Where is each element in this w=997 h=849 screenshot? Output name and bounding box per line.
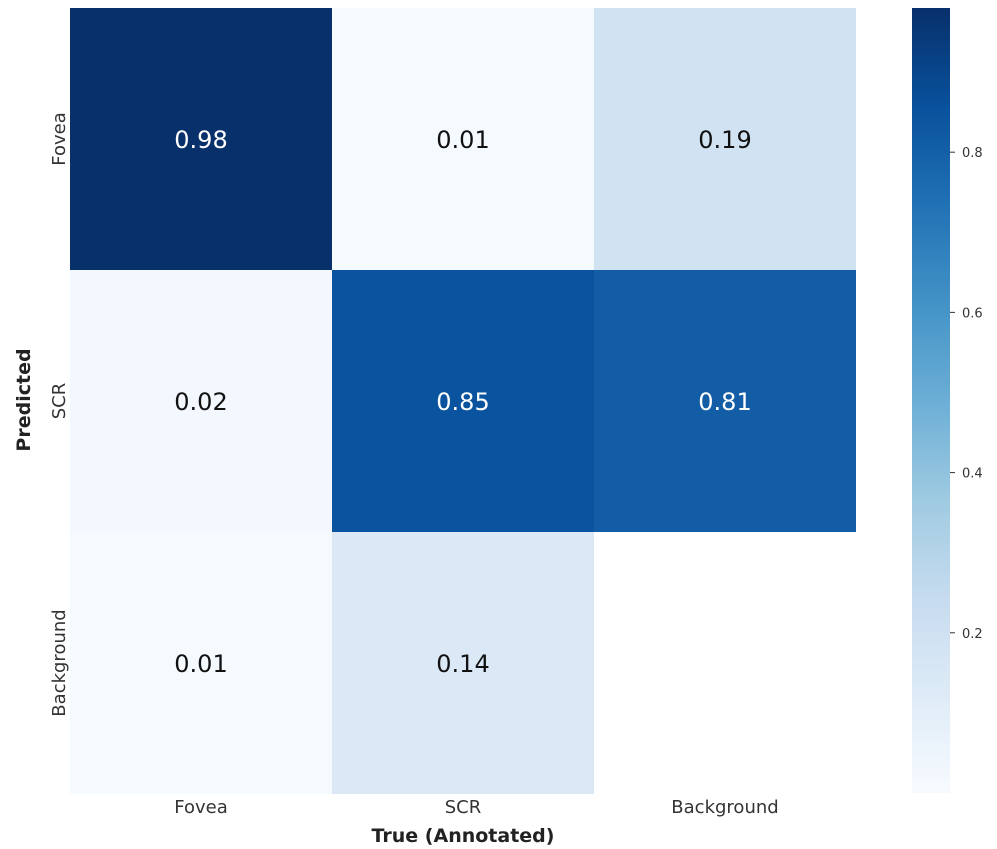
colorbar-tick-label: 0.6 (962, 306, 983, 321)
heatmap-cell (332, 532, 594, 794)
colorbar-tick-label: 0.4 (962, 467, 983, 482)
heatmap-cell-labels: 0.98 0.01 0.19 0.02 0.85 0.81 0.01 0.14 (174, 126, 751, 678)
heatmap-cell (70, 532, 332, 794)
y-axis-title: Predicted (13, 348, 35, 451)
x-tick-labels: Fovea SCR Background (174, 797, 778, 818)
heatmap-cell (332, 270, 594, 532)
x-tick-label: SCR (445, 797, 482, 818)
heatmap-cell (332, 8, 594, 270)
cell-value-label: 0.02 (174, 388, 227, 416)
colorbar-ticks: 0.2 0.4 0.6 0.8 (950, 146, 983, 642)
colorbar-tick-label: 0.8 (962, 146, 983, 161)
heatmap-cell (70, 270, 332, 532)
cell-value-label: 0.01 (436, 126, 489, 154)
cell-value-label: 0.98 (174, 126, 227, 154)
y-tick-labels: Fovea SCR Background (49, 112, 70, 716)
heatmap-cell (70, 8, 332, 270)
cell-value-label: 0.19 (698, 126, 751, 154)
colorbar-tick-label: 0.2 (962, 627, 983, 642)
colorbar (912, 8, 950, 793)
y-tick-label: Background (49, 609, 70, 716)
heatmap-cells (70, 8, 856, 794)
cell-value-label: 0.14 (436, 650, 489, 678)
y-tick-label: Fovea (49, 112, 70, 165)
heatmap-cell (594, 8, 856, 270)
y-tick-label: SCR (49, 383, 70, 420)
heatmap-cell (594, 270, 856, 532)
cell-value-label: 0.81 (698, 388, 751, 416)
cell-value-label: 0.01 (174, 650, 227, 678)
x-axis-title: True (Annotated) (372, 825, 555, 847)
x-tick-label: Background (671, 797, 778, 818)
x-tick-label: Fovea (174, 797, 227, 818)
cell-value-label: 0.85 (436, 388, 489, 416)
